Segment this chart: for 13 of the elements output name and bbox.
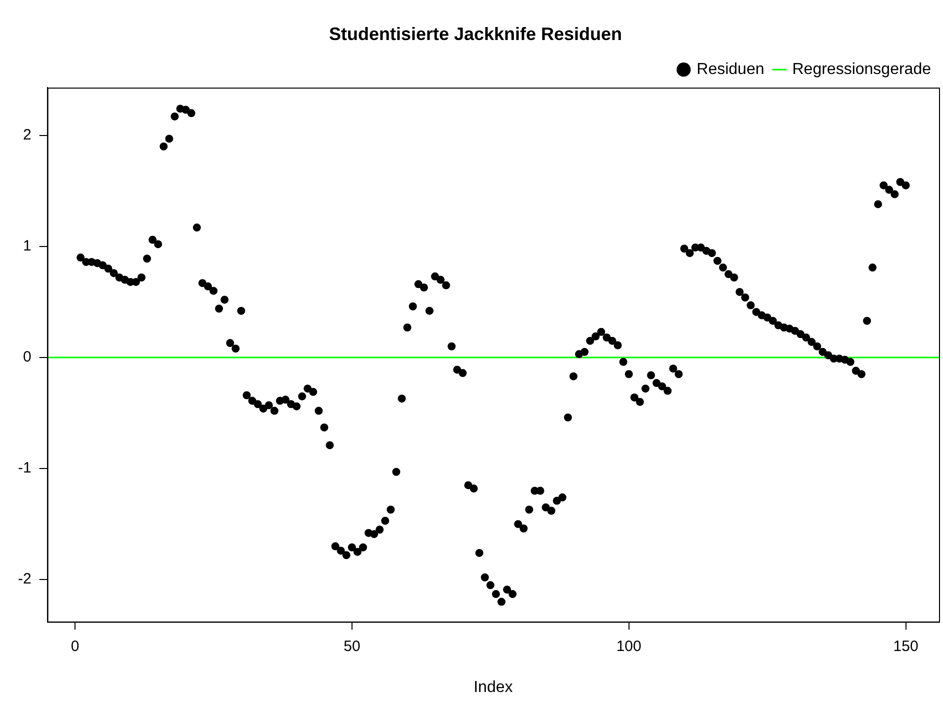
y-tick-label: -1 [18, 460, 32, 477]
x-tick-label: 0 [70, 638, 80, 655]
chart-title: Studentisierte Jackknife Residuen [328, 24, 622, 44]
legend-label: Residuen [696, 61, 764, 78]
x-tick-label: 50 [344, 638, 360, 655]
x-tick-label: 150 [893, 638, 918, 655]
x-axis-title: Index [474, 678, 513, 696]
y-tick-label: 2 [22, 126, 32, 144]
y-tick-label: -2 [18, 570, 32, 588]
legend-label: Regressionsgerade [792, 61, 932, 78]
y-tick-label: 1 [22, 238, 32, 255]
y-tick-label: 0 [22, 348, 32, 366]
x-tick-label: 100 [616, 638, 642, 655]
